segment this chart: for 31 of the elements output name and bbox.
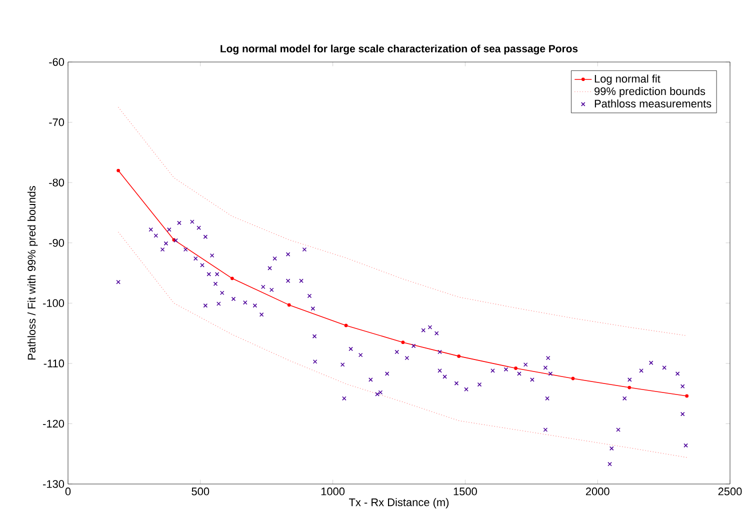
x-tick-label: 2000 bbox=[586, 488, 610, 496]
x-tick-label: 1000 bbox=[321, 488, 345, 496]
point bbox=[685, 394, 689, 398]
y-tick-label: -130 bbox=[43, 480, 64, 488]
line-series bbox=[118, 106, 688, 336]
point bbox=[116, 168, 120, 172]
y-tick-label: -80 bbox=[49, 178, 64, 186]
point bbox=[344, 324, 348, 328]
point bbox=[571, 376, 575, 380]
legend-label: Pathloss measurements bbox=[594, 99, 712, 108]
x-tick-label: 1500 bbox=[454, 488, 477, 496]
point bbox=[514, 366, 518, 370]
y-tick-label: -70 bbox=[49, 118, 64, 126]
point bbox=[628, 386, 632, 390]
chart-title: Log normal model for large scale characterization of sea passage Poros bbox=[220, 44, 578, 54]
point bbox=[287, 303, 291, 307]
point bbox=[230, 276, 234, 280]
y-tick-label: -60 bbox=[49, 58, 64, 66]
x-tick-label: 2500 bbox=[718, 488, 742, 496]
x-tick-label: 0 bbox=[65, 488, 71, 496]
y-axis-title: Pathloss / Fit with 99% pred bounds bbox=[27, 186, 38, 360]
legend-label: Log normal fit bbox=[594, 74, 660, 85]
y-tick-label: -110 bbox=[44, 360, 64, 368]
x-tick-label: 500 bbox=[192, 488, 210, 496]
legend-label: 99% prediction bounds bbox=[594, 87, 706, 98]
x-axis-title: Tx - Rx Distance (m) bbox=[349, 498, 449, 508]
point bbox=[401, 340, 405, 344]
y-tick-label: -90 bbox=[49, 238, 64, 247]
y-tick-label: -100 bbox=[43, 299, 64, 308]
point bbox=[457, 354, 461, 358]
y-tick-label: -120 bbox=[43, 420, 64, 428]
